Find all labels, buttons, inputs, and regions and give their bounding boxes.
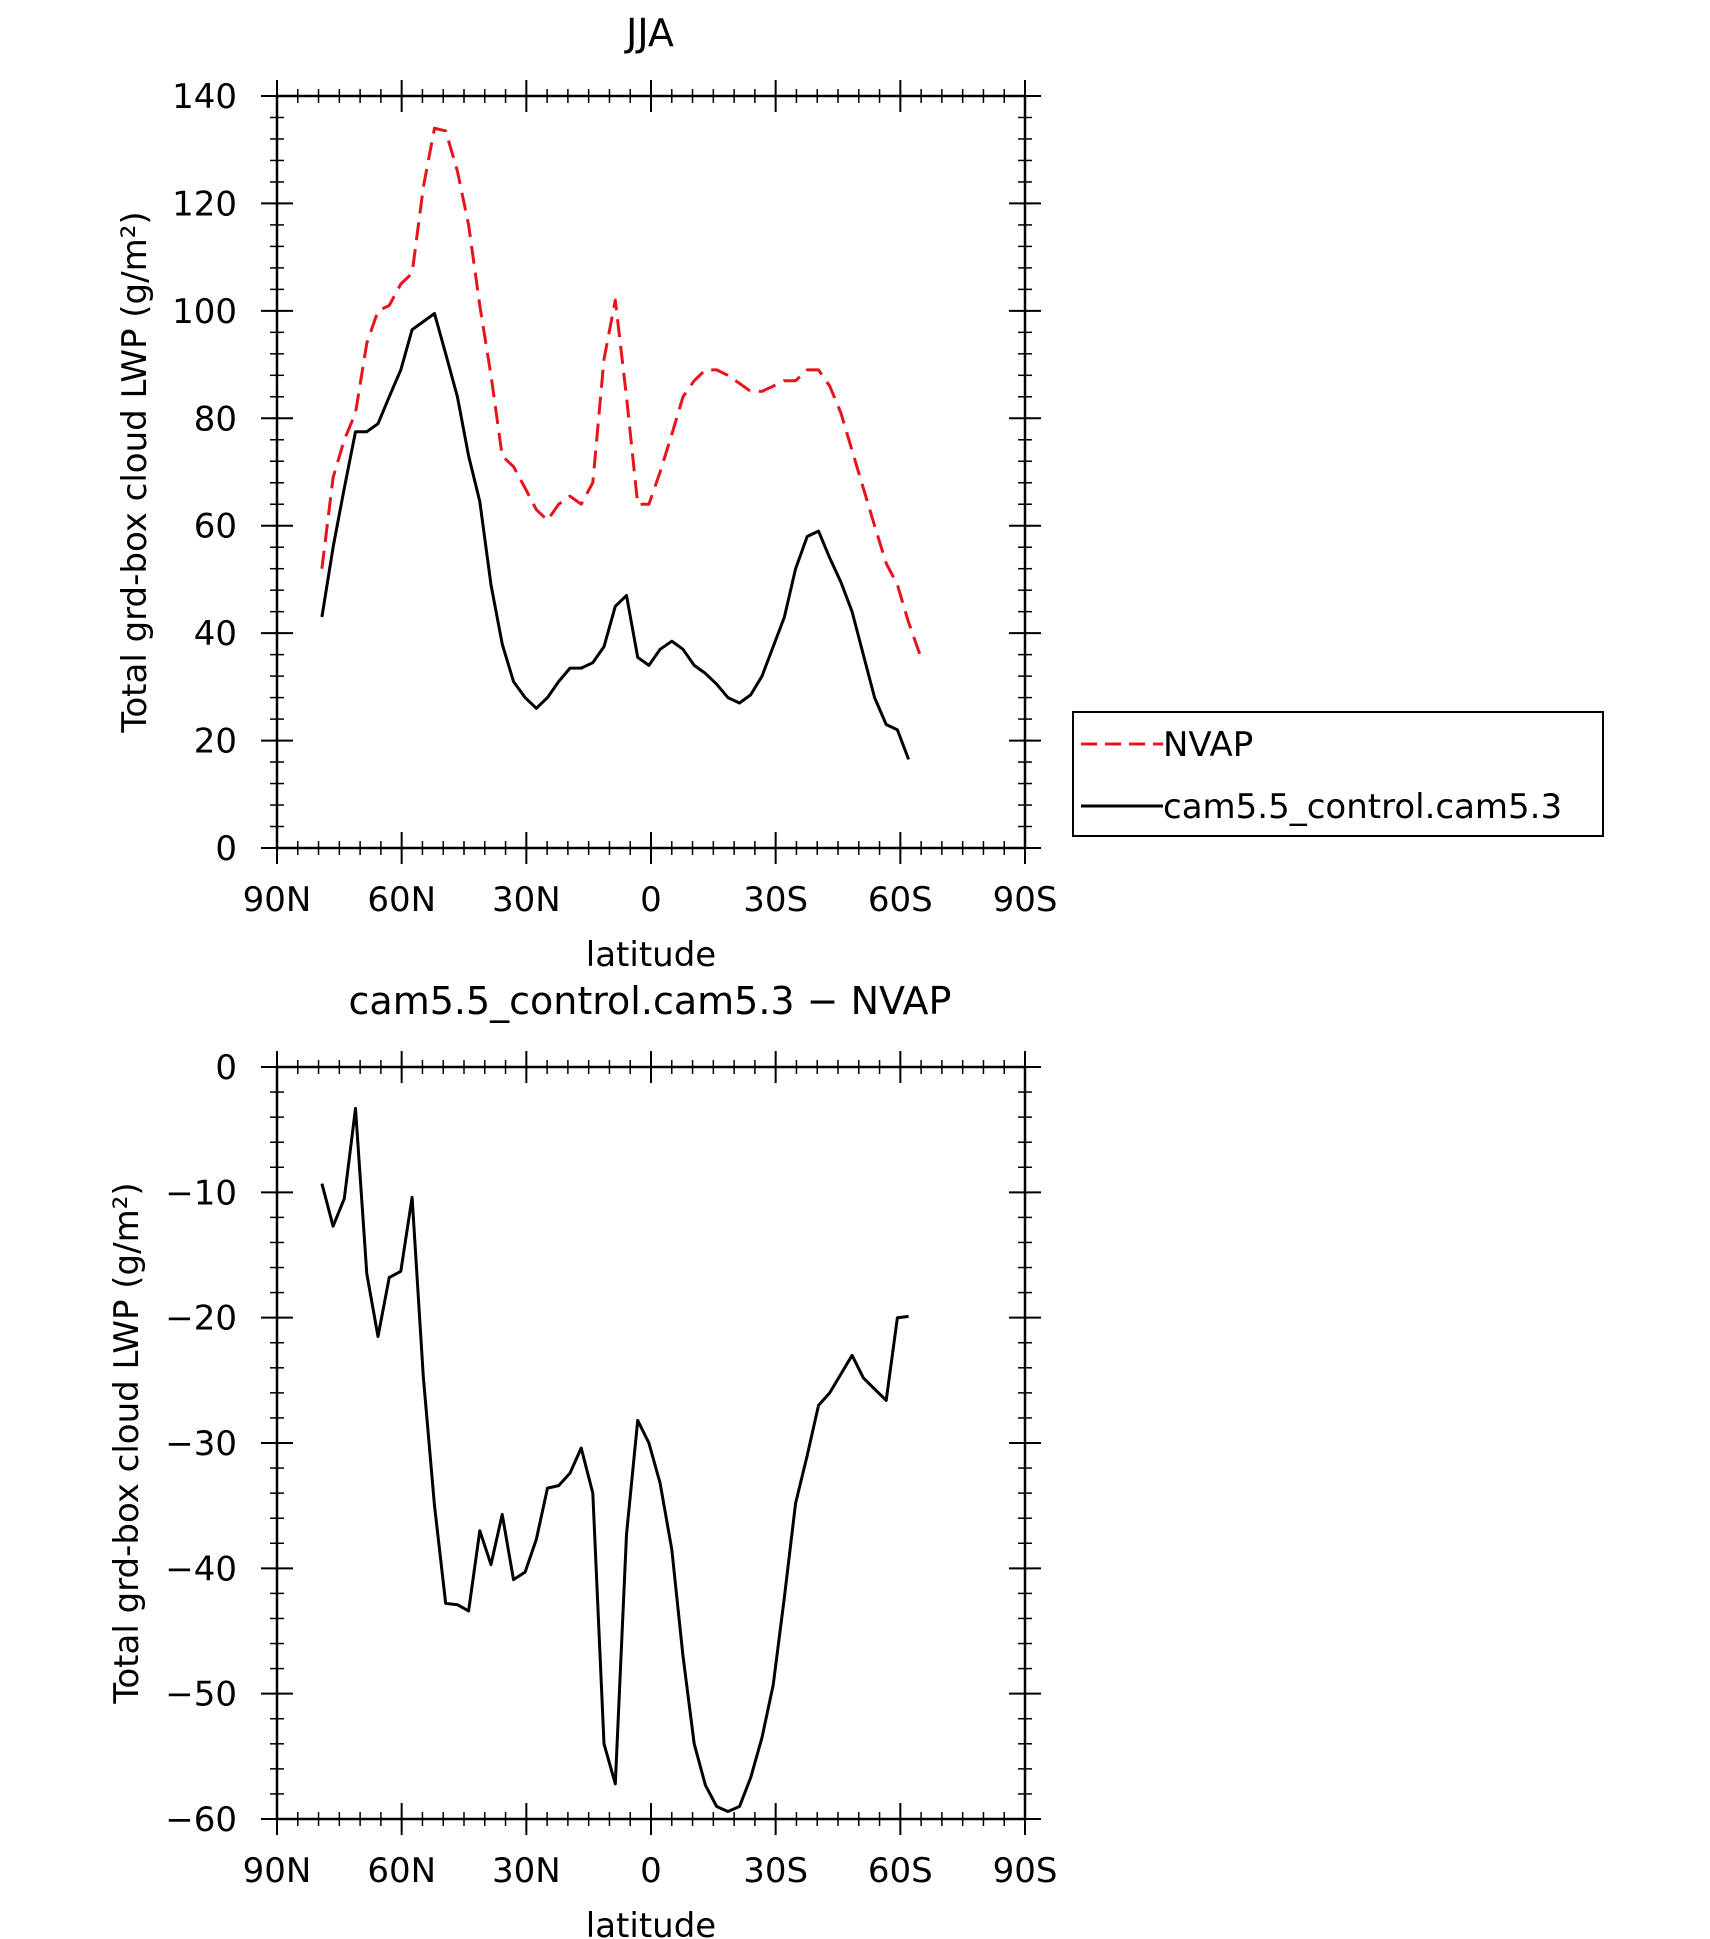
top-series-line-1 [320,312,911,760]
top-x-tick-label: 60N [367,880,436,920]
top-y-tick-label: 140 [172,77,237,117]
legend-box [1072,711,1604,837]
legend-label-nvap: NVAP [1163,725,1253,765]
top-y-tick-label: 40 [194,614,237,654]
bottom-x-tick-label: 90S [993,1851,1058,1891]
bottom-x-axis-label: latitude [586,1906,716,1939]
bottom-y-tick-label: −30 [165,1424,237,1464]
top-x-axis-label: latitude [586,935,716,975]
bottom-y-axis-label: Total grd-box cloud LWP (g/m²) [107,1182,147,1704]
bottom-y-tick-label: −10 [165,1173,237,1213]
top-x-tick-label: 30S [743,880,808,920]
top-y-tick-label: 0 [215,829,237,869]
top-x-tick-label: 90N [243,880,312,920]
legend-label-model: cam5.5_control.cam5.3 [1163,787,1562,827]
bottom-x-tick-label: 30S [743,1851,808,1891]
bottom-x-tick-label: 30N [492,1851,561,1891]
bottom-x-tick-label: 60N [367,1851,436,1891]
top-plot-area [320,126,922,760]
top-y-tick-label: 80 [194,399,237,439]
bottom-x-tick-label: 60S [868,1851,933,1891]
top-x-tick-label: 90S [993,880,1058,920]
top-series-line-0 [320,126,922,656]
bottom-y-tick-label: −40 [165,1549,237,1589]
bottom-y-tick-label: 0 [215,1048,237,1088]
top-y-axis-label: Total grd-box cloud LWP (g/m²) [115,211,155,733]
bottom-y-tick-label: −20 [165,1299,237,1339]
bottom-y-tick-label: −50 [165,1675,237,1715]
bottom-chart-title: cam5.5_control.cam5.3 − NVAP [349,979,952,1023]
top-y-tick-label: 20 [194,722,237,762]
bottom-y-axis: −60 −50 −40 −30 −20 −10 0 [165,1048,1041,1840]
legend: NVAP cam5.5_control.cam5.3 [1072,711,1604,837]
top-x-axis: 90N 60N 30N 0 30S 60S 90S [243,80,1058,920]
top-x-tick-label: 0 [640,880,662,920]
bottom-plot-area [320,1106,909,1813]
top-x-tick-label: 60S [868,880,933,920]
bottom-series-line-0 [320,1106,909,1813]
top-y-tick-label: 100 [172,292,237,332]
top-y-axis: 0 20 40 60 80 100 120 140 [172,77,1041,869]
top-chart-title: JJA [624,11,674,55]
bottom-x-tick-label: 0 [640,1851,662,1891]
bottom-x-tick-label: 90N [243,1851,312,1891]
top-y-tick-label: 60 [194,507,237,547]
bottom-x-axis: 90N 60N 30N 0 30S 60S 90S [243,1051,1058,1891]
bottom-y-tick-label: −60 [165,1800,237,1840]
top-x-tick-label: 30N [492,880,561,920]
top-y-tick-label: 120 [172,184,237,224]
bottom-panel: cam5.5_control.cam5.3 − NVAP −60 −50 −40 −3… [107,979,1057,1939]
